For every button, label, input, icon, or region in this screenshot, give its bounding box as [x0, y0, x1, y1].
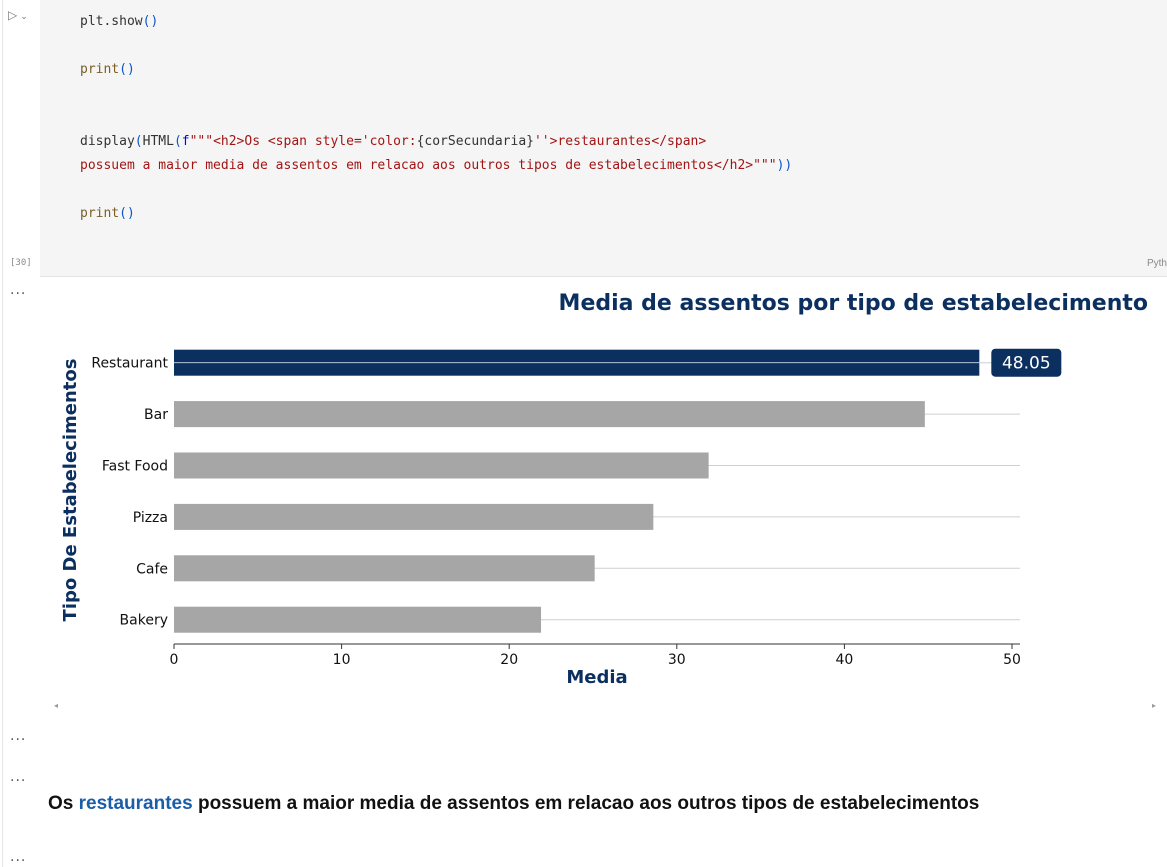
value-label-box [991, 348, 1062, 377]
chart-title: Media de assentos por tipo de estabeleci… [559, 291, 1148, 316]
bars [174, 349, 1020, 633]
execution-count: [30] [10, 258, 32, 268]
output-toggle-2[interactable]: ... [10, 728, 27, 744]
x-tick-label: 30 [668, 652, 686, 668]
bar-pizza [174, 503, 654, 530]
bar-bar [174, 401, 925, 428]
output-toggle-4[interactable]: ... [10, 849, 27, 865]
y-axis-label: Tipo De Estabelecimentos [60, 359, 81, 622]
output-toggle-1[interactable]: ... [10, 282, 27, 298]
x-ticks: 0 10 20 30 40 50 [170, 644, 1021, 668]
gutter-line [2, 0, 3, 867]
category-label: Fast Food [102, 459, 168, 475]
scroll-left-icon[interactable]: ◂ [54, 701, 59, 710]
category-label: Bakery [120, 613, 168, 629]
x-tick-label: 0 [170, 652, 179, 668]
bar-bakery [174, 606, 542, 633]
bar-chart: Media de assentos por tipo de estabeleci… [60, 291, 1148, 688]
scroll-right-icon[interactable]: ▸ [1152, 701, 1157, 710]
category-label: Bar [144, 407, 168, 423]
bar-fast-food [174, 452, 709, 479]
run-cell-button[interactable]: ▷ ⌄ [8, 8, 28, 22]
x-axis-label: Media [566, 667, 627, 688]
x-tick-label: 20 [500, 652, 518, 668]
code-line-5[interactable]: print() [80, 206, 135, 221]
x-tick-label: 10 [333, 652, 351, 668]
chevron-down-icon[interactable]: ⌄ [20, 12, 28, 22]
bar-cafe [174, 555, 595, 582]
x-tick-label: 50 [1003, 652, 1021, 668]
category-labels: Restaurant Bar Fast Food Pizza Cafe Bakery [91, 356, 168, 629]
highlight-text: restaurantes [78, 793, 193, 814]
code-line-2[interactable]: print() [80, 62, 135, 77]
language-label[interactable]: Pyth [1146, 258, 1167, 269]
result-heading: Os restaurantes possuem a maior media de… [48, 793, 980, 814]
code-line-3[interactable]: display(HTML(f"""<h2>Os <span style='col… [80, 134, 707, 149]
x-tick-label: 40 [835, 652, 853, 668]
value-label: 48.05 [1002, 354, 1051, 374]
category-label: Pizza [133, 510, 168, 526]
play-icon: ▷ [8, 8, 18, 22]
code-cell-input[interactable] [40, 0, 1167, 277]
output-toggle-3[interactable]: ... [10, 769, 27, 785]
category-label: Cafe [136, 561, 168, 577]
code-line-1[interactable]: plt.show() [80, 14, 159, 29]
value-label-group: 48.05 [991, 348, 1062, 377]
category-label: Restaurant [91, 356, 168, 372]
code-line-4[interactable]: possuem a maior media de assentos em rel… [80, 158, 793, 173]
